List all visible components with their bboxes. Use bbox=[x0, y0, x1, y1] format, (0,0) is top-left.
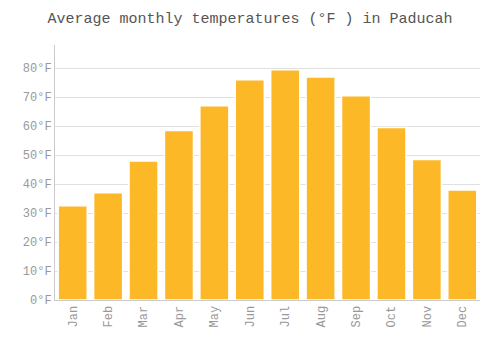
svg-text:0°F: 0°F bbox=[30, 294, 52, 308]
svg-text:Nov: Nov bbox=[421, 306, 435, 328]
svg-text:30°F: 30°F bbox=[23, 207, 52, 221]
svg-text:Aug: Aug bbox=[315, 306, 329, 328]
svg-text:Oct: Oct bbox=[385, 306, 399, 328]
svg-text:Feb: Feb bbox=[102, 306, 116, 328]
svg-text:Jun: Jun bbox=[244, 306, 258, 328]
svg-text:Sep: Sep bbox=[350, 306, 364, 328]
svg-text:Jul: Jul bbox=[279, 306, 293, 328]
svg-text:Average monthly temperatures (: Average monthly temperatures (°F ) in Pa… bbox=[47, 11, 452, 28]
svg-text:May: May bbox=[208, 306, 222, 328]
svg-text:70°F: 70°F bbox=[23, 91, 52, 105]
svg-text:60°F: 60°F bbox=[23, 120, 52, 134]
svg-text:20°F: 20°F bbox=[23, 236, 52, 250]
svg-text:40°F: 40°F bbox=[23, 178, 52, 192]
svg-text:80°F: 80°F bbox=[23, 62, 52, 76]
svg-text:10°F: 10°F bbox=[23, 265, 52, 279]
svg-text:Dec: Dec bbox=[456, 306, 470, 328]
svg-text:Jan: Jan bbox=[67, 306, 81, 328]
svg-text:50°F: 50°F bbox=[23, 149, 52, 163]
svg-text:Apr: Apr bbox=[173, 306, 187, 328]
svg-text:Mar: Mar bbox=[137, 306, 151, 328]
